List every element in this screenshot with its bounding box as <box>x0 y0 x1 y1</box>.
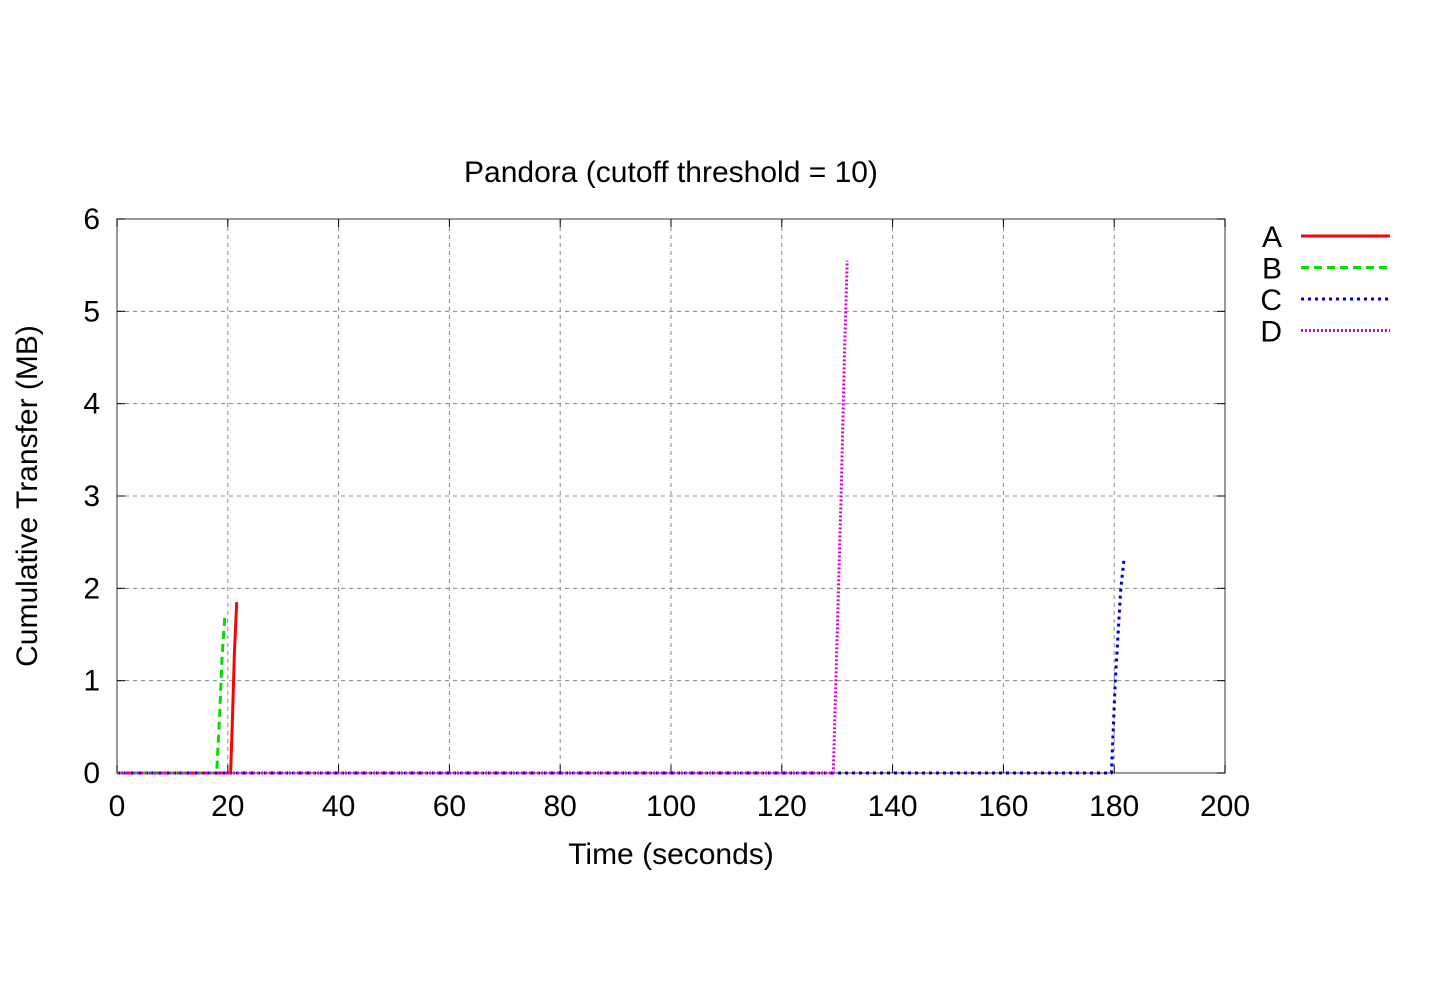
legend-label-c: C <box>1260 284 1282 317</box>
x-tick-label: 20 <box>211 790 244 823</box>
x-tick-label: 100 <box>646 790 696 823</box>
series-line-a <box>117 602 239 775</box>
y-tick-label: 3 <box>83 480 100 513</box>
legend-label-d: D <box>1260 316 1282 349</box>
x-tick-label: 0 <box>109 790 126 823</box>
legend-label-b: B <box>1262 253 1282 286</box>
y-tick-label: 1 <box>83 665 100 698</box>
y-axis-label: Cumulative Transfer (MB) <box>11 325 44 667</box>
x-tick-label: 40 <box>322 790 355 823</box>
x-tick-label: 160 <box>978 790 1028 823</box>
x-tick-label: 60 <box>433 790 466 823</box>
y-tick-label: 0 <box>83 757 100 790</box>
legend-label-a: A <box>1262 221 1282 254</box>
x-tick-label: 180 <box>1089 790 1139 823</box>
series-line-d <box>117 260 849 775</box>
y-tick-label: 5 <box>83 295 100 328</box>
series-line-c <box>117 557 1126 775</box>
x-tick-label: 80 <box>544 790 577 823</box>
x-tick-label: 140 <box>868 790 918 823</box>
series-line-b <box>117 614 227 775</box>
series <box>117 260 1126 775</box>
grid <box>116 218 1226 774</box>
x-ticks: 0 20 40 60 80 100 120 140 160 180 200 <box>109 219 1250 823</box>
y-tick-label: 4 <box>83 388 100 421</box>
chart-title: Pandora (cutoff threshold = 10) <box>464 156 878 189</box>
y-tick-label: 6 <box>83 203 100 236</box>
y-ticks: 0 1 2 3 4 5 6 <box>83 203 1225 790</box>
y-tick-label: 2 <box>83 572 100 605</box>
x-axis-label: Time (seconds) <box>568 838 774 871</box>
x-tick-label: 200 <box>1200 790 1250 823</box>
x-tick-label: 120 <box>757 790 807 823</box>
